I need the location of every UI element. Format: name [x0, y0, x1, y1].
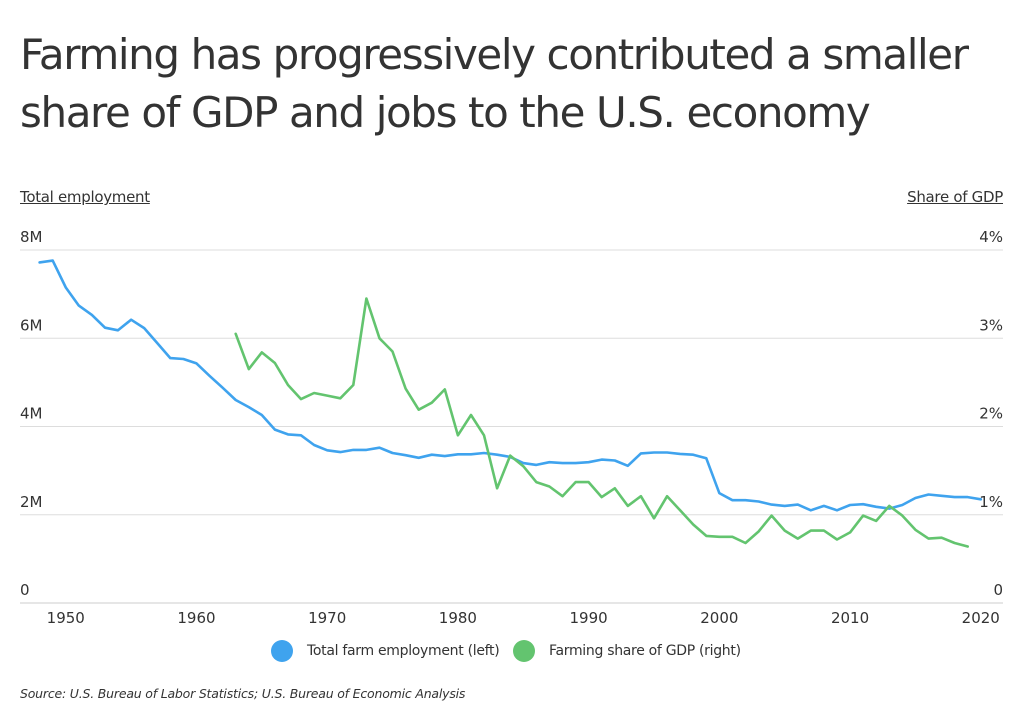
- x-tick-label: 1990: [570, 609, 608, 627]
- legend-item-employment[interactable]: Total farm employment (left): [271, 640, 500, 662]
- left-tick-label: 4M: [20, 405, 43, 423]
- gdp-share-line: [234, 297, 969, 548]
- right-tick-label: 0: [993, 581, 1003, 599]
- left-axis-title: Total employment: [20, 188, 150, 206]
- x-axis-ticks: 1950 1960 1970 1980 1990 2000 2010 2020: [47, 609, 1000, 627]
- series-lines: [38, 259, 983, 548]
- left-tick-label: 0: [20, 581, 30, 599]
- legend-label-gdp: Farming share of GDP (right): [549, 643, 741, 659]
- x-tick-label: 1980: [439, 609, 477, 627]
- right-axis-title: Share of GDP: [907, 188, 1003, 206]
- employment-line: [38, 259, 983, 512]
- x-tick-label: 1970: [308, 609, 346, 627]
- right-tick-label: 1%: [979, 493, 1003, 511]
- right-tick-label: 2%: [979, 405, 1003, 423]
- left-tick-label: 2M: [20, 493, 43, 511]
- x-tick-label: 2020: [962, 609, 1000, 627]
- source-note: Source: U.S. Bureau of Labor Statistics;…: [20, 686, 466, 701]
- legend-swatch-gdp: [513, 640, 535, 662]
- right-axis-ticks: 0 1% 2% 3% 4%: [979, 228, 1003, 599]
- legend-swatch-employment: [271, 640, 293, 662]
- chart-title: Farming has progressively contributed a …: [20, 30, 969, 137]
- x-tick-label: 2010: [831, 609, 869, 627]
- left-axis-ticks: 0 2M 4M 6M 8M: [20, 228, 43, 599]
- left-tick-label: 6M: [20, 316, 43, 334]
- right-tick-label: 4%: [979, 228, 1003, 246]
- x-tick-label: 1960: [177, 609, 215, 627]
- gridlines: [20, 249, 1003, 604]
- legend: Total farm employment (left) Farming sha…: [0, 640, 1024, 664]
- legend-label-employment: Total farm employment (left): [307, 643, 500, 659]
- right-tick-label: 3%: [979, 316, 1003, 334]
- left-tick-label: 8M: [20, 228, 43, 246]
- x-tick-label: 2000: [700, 609, 738, 627]
- legend-item-gdp[interactable]: Farming share of GDP (right): [513, 640, 741, 662]
- x-tick-label: 1950: [47, 609, 85, 627]
